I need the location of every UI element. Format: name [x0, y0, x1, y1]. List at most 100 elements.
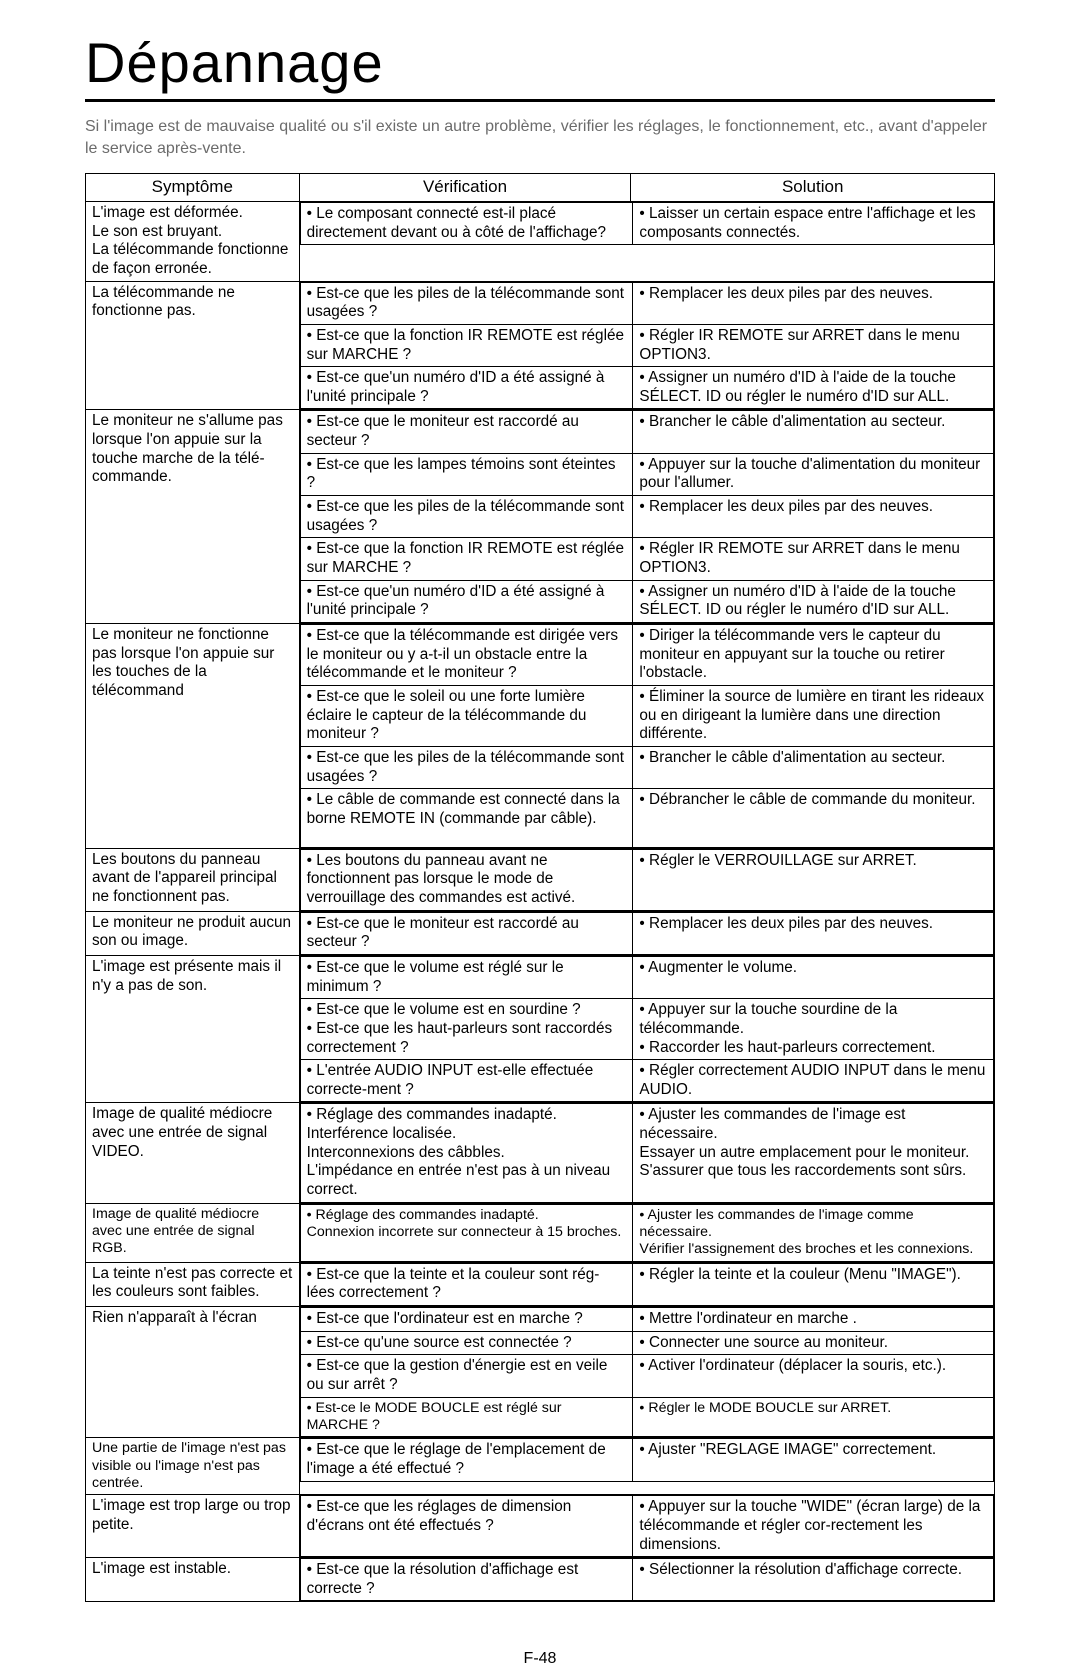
solution-text: • Remplacer les deux piles par des neuve…	[633, 282, 994, 324]
check-text: • Est-ce que les réglages de dimension d…	[300, 1496, 633, 1557]
solution-text: • Régler correctement AUDIO INPUT dans l…	[633, 1060, 994, 1102]
solution-text: • Régler la teinte et la couleur (Menu "…	[633, 1263, 994, 1305]
check-solution-cell: • Est-ce que le moniteur est raccordé au…	[299, 410, 994, 624]
check-text: • Est-ce que'un numéro d'ID a été assign…	[300, 367, 633, 409]
intro-text: Si l'image est de mauvaise qualité ou s'…	[85, 116, 995, 159]
table-row: Image de qualité médiocre avec une entré…	[86, 1203, 995, 1262]
check-text: • Est-ce que le moniteur est raccordé au…	[300, 411, 633, 453]
check-solution-cell: • Est-ce que le volume est réglé sur le …	[299, 955, 994, 1103]
symptom-cell: Une partie de l'image n'est pas visible …	[86, 1438, 300, 1495]
solution-text: • Ajuster les commandes de l'image comme…	[633, 1204, 994, 1261]
table-row: La teinte n'est pas correcte et les coul…	[86, 1262, 995, 1306]
solution-text: • Appuyer sur la touche sourdine de la t…	[633, 999, 994, 1060]
check-text: • Est-ce que la gestion d'énergie est en…	[300, 1355, 633, 1397]
check-text: • Est-ce que les lampes témoins sont éte…	[300, 453, 633, 495]
page-title: Dépannage	[85, 30, 995, 95]
check-text: • Le câble de commande est connecté dans…	[300, 789, 633, 847]
solution-text: • Débrancher le câble de commande du mon…	[633, 789, 994, 847]
table-row: Le moniteur ne fonctionne pas lorsque l'…	[86, 624, 995, 849]
symptom-cell: Rien n'apparaît à l'écran	[86, 1307, 300, 1438]
solution-text: • Éliminer la source de lumière en tiran…	[633, 686, 994, 747]
symptom-cell: L'image est déformée.Le son est bruyant.…	[86, 201, 300, 281]
symptom-cell: Image de qualité médiocre avec une entré…	[86, 1203, 300, 1262]
check-text: • Est-ce que les piles de la télécommand…	[300, 746, 633, 788]
symptom-cell: Le moniteur ne produit aucun son ou imag…	[86, 911, 300, 955]
title-rule	[85, 99, 995, 102]
check-solution-cell: • Est-ce que l'ordinateur est en marche …	[299, 1307, 994, 1438]
check-text: • Réglage des commandes inadapté.Connexi…	[300, 1204, 633, 1261]
table-row: L'image est présente mais il n'y a pas d…	[86, 955, 995, 1103]
check-solution-cell: • Est-ce que les piles de la télécommand…	[299, 281, 994, 410]
table-header-row: Symptôme Vérification Solution	[86, 174, 995, 202]
solution-text: • Ajuster les commandes de l'image est n…	[633, 1104, 994, 1202]
check-text: • L'entrée AUDIO INPUT est-elle effectué…	[300, 1060, 633, 1102]
header-symptom: Symptôme	[86, 174, 300, 202]
page-number: F-48	[85, 1650, 995, 1668]
check-text: • Est-ce qu'une source est connectée ?	[300, 1331, 633, 1355]
symptom-cell: La teinte n'est pas correcte et les coul…	[86, 1262, 300, 1306]
solution-text: • Brancher le câble d'alimentation au se…	[633, 746, 994, 788]
solution-text: • Laisser un certain espace entre l'affi…	[633, 202, 994, 244]
check-text: • Est-ce le MODE BOUCLE est réglé sur MA…	[300, 1397, 633, 1437]
check-text: • Le composant connecté est-il placé dir…	[300, 202, 633, 244]
check-solution-cell: • Est-ce que le réglage de l'emplacement…	[299, 1438, 994, 1495]
solution-text: • Régler IR REMOTE sur ARRET dans le men…	[633, 538, 994, 580]
check-text: • Est-ce que le réglage de l'emplacement…	[300, 1439, 633, 1481]
solution-text: • Assigner un numéro d'ID à l'aide de la…	[633, 367, 994, 409]
check-solution-cell: • Est-ce que la teinte et la couleur son…	[299, 1262, 994, 1306]
symptom-cell: Le moniteur ne s'allume pas lorsque l'on…	[86, 410, 300, 624]
check-solution-cell: • Est-ce que les réglages de dimension d…	[299, 1495, 994, 1558]
solution-text: • Régler IR REMOTE sur ARRET dans le men…	[633, 324, 994, 366]
table-row: L'image est instable.• Est-ce que la rés…	[86, 1558, 995, 1602]
table-row: Une partie de l'image n'est pas visible …	[86, 1438, 995, 1495]
check-solution-cell: • Le composant connecté est-il placé dir…	[299, 201, 994, 281]
check-text: • Est-ce que le moniteur est raccordé au…	[300, 912, 633, 954]
solution-text: • Brancher le câble d'alimentation au se…	[633, 411, 994, 453]
solution-text: • Assigner un numéro d'ID à l'aide de la…	[633, 580, 994, 622]
table-row: L'image est déformée.Le son est bruyant.…	[86, 201, 995, 281]
solution-text: • Activer l'ordinateur (déplacer la sour…	[633, 1355, 994, 1397]
table-row: Les boutons du panneau avant de l'appare…	[86, 848, 995, 911]
table-row: Image de qualité médiocre avec une entré…	[86, 1103, 995, 1203]
solution-text: • Remplacer les deux piles par des neuve…	[633, 912, 994, 954]
check-text: • Est-ce que le volume est en sourdine ?…	[300, 999, 633, 1060]
check-text: • Est-ce que la teinte et la couleur son…	[300, 1263, 633, 1305]
header-check: Vérification	[299, 174, 631, 202]
solution-text: • Ajuster "REGLAGE IMAGE" correctement.	[633, 1439, 994, 1481]
table-row: Rien n'apparaît à l'écran• Est-ce que l'…	[86, 1307, 995, 1438]
table-row: Le moniteur ne produit aucun son ou imag…	[86, 911, 995, 955]
check-text: • Est-ce que la télécommande est dirigée…	[300, 625, 633, 686]
check-text: • Est-ce que la fonction IR REMOTE est r…	[300, 324, 633, 366]
symptom-cell: L'image est présente mais il n'y a pas d…	[86, 955, 300, 1103]
check-text: • Est-ce que les piles de la télécommand…	[300, 282, 633, 324]
table-row: L'image est trop large ou trop petite.• …	[86, 1495, 995, 1558]
symptom-cell: Les boutons du panneau avant de l'appare…	[86, 848, 300, 911]
solution-text: • Augmenter le volume.	[633, 956, 994, 998]
check-solution-cell: • Est-ce que la résolution d'affichage e…	[299, 1558, 994, 1602]
solution-text: • Remplacer les deux piles par des neuve…	[633, 496, 994, 538]
check-solution-cell: • Réglage des commandes inadapté.Connexi…	[299, 1203, 994, 1262]
header-solution: Solution	[631, 174, 995, 202]
check-text: • Est-ce que le volume est réglé sur le …	[300, 956, 633, 998]
troubleshoot-table: Symptôme Vérification Solution L'image e…	[85, 173, 995, 1602]
check-solution-cell: • Est-ce que le moniteur est raccordé au…	[299, 911, 994, 955]
check-text: • Réglage des commandes inadapté.Interfé…	[300, 1104, 633, 1202]
check-text: • Est-ce que la fonction IR REMOTE est r…	[300, 538, 633, 580]
check-text: • Est-ce que la résolution d'affichage e…	[300, 1559, 633, 1601]
table-row: Le moniteur ne s'allume pas lorsque l'on…	[86, 410, 995, 624]
check-text: • Est-ce que l'ordinateur est en marche …	[300, 1308, 633, 1332]
check-solution-cell: • Réglage des commandes inadapté.Interfé…	[299, 1103, 994, 1203]
check-text: • Est-ce que'un numéro d'ID a été assign…	[300, 580, 633, 622]
check-solution-cell: • Est-ce que la télécommande est dirigée…	[299, 624, 994, 849]
symptom-cell: Le moniteur ne fonctionne pas lorsque l'…	[86, 624, 300, 849]
check-text: • Les boutons du panneau avant ne foncti…	[300, 849, 633, 910]
check-text: • Est-ce que le soleil ou une forte lumi…	[300, 686, 633, 747]
solution-text: • Mettre l'ordinateur en marche .	[633, 1308, 994, 1332]
solution-text: • Connecter une source au moniteur.	[633, 1331, 994, 1355]
symptom-cell: La télécommande ne fonctionne pas.	[86, 281, 300, 410]
solution-text: • Appuyer sur la touche "WIDE" (écran la…	[633, 1496, 994, 1557]
solution-text: • Diriger la télécommande vers le capteu…	[633, 625, 994, 686]
symptom-cell: L'image est instable.	[86, 1558, 300, 1602]
solution-text: • Régler le MODE BOUCLE sur ARRET.	[633, 1397, 994, 1437]
symptom-cell: L'image est trop large ou trop petite.	[86, 1495, 300, 1558]
